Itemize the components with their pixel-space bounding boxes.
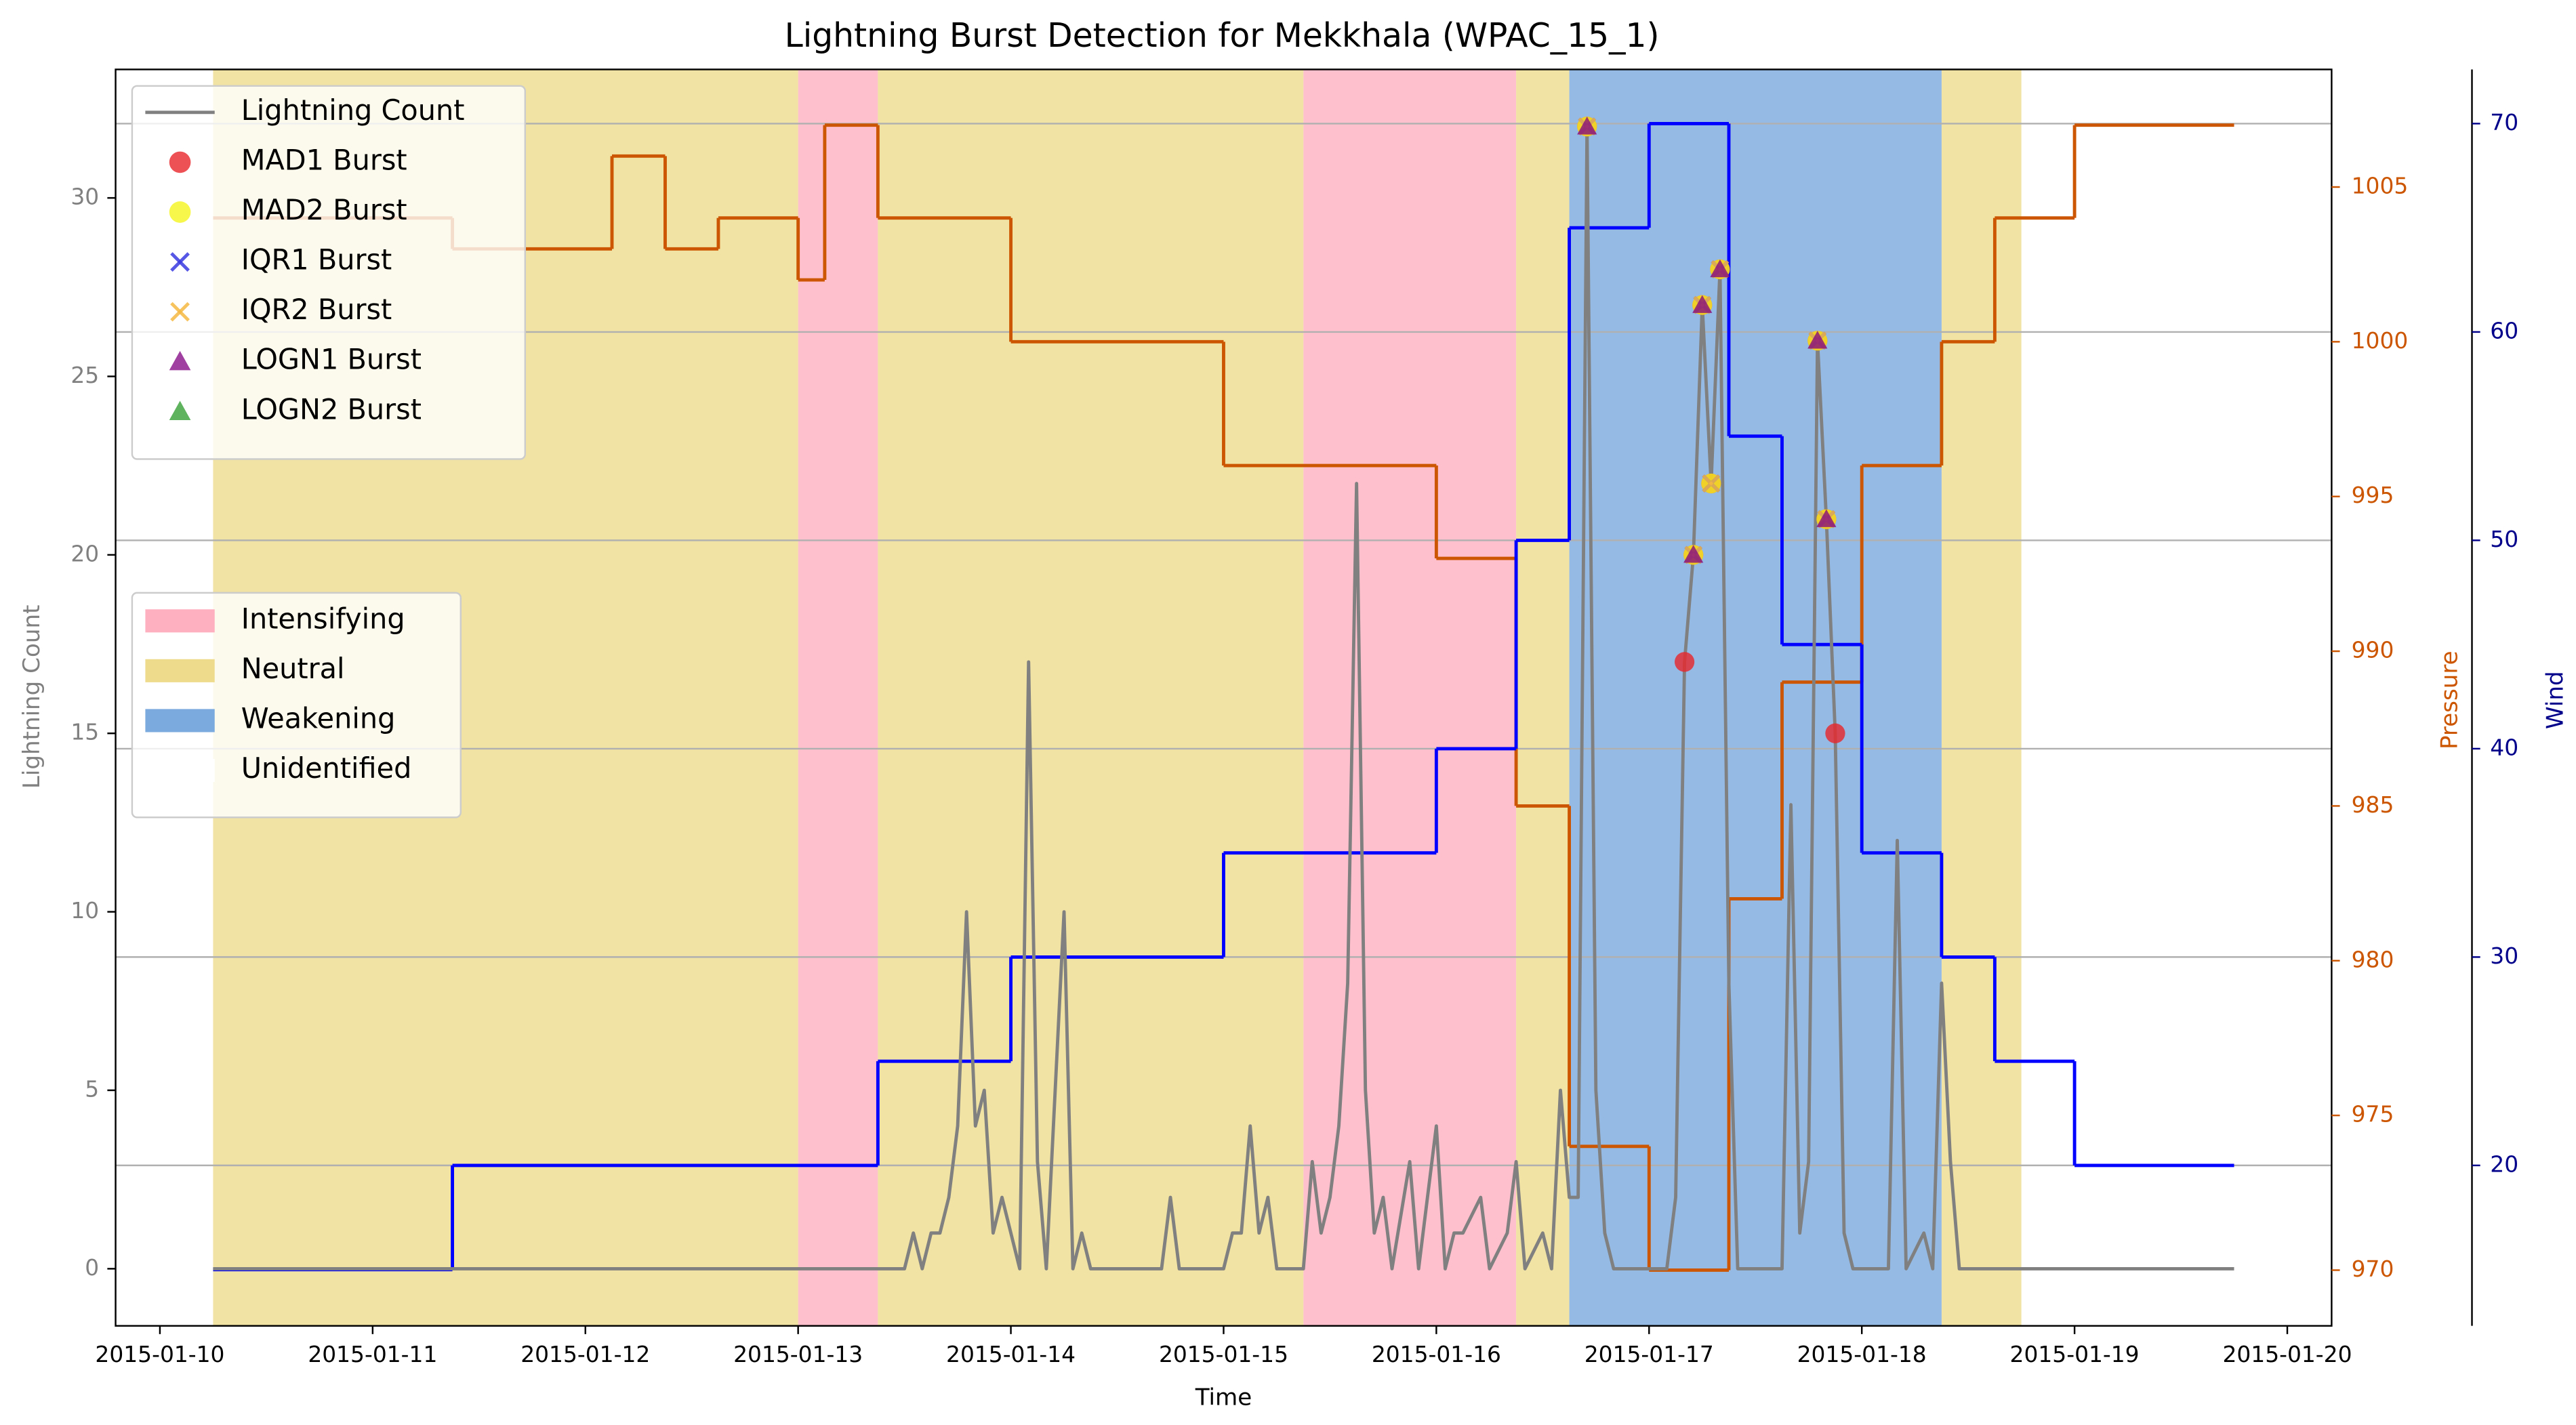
lightning-line	[213, 125, 2234, 1271]
x-tick-label: 2015-01-20	[2222, 1341, 2352, 1367]
legend-label: Unidentified	[241, 752, 412, 785]
burst-marker	[1807, 331, 1828, 349]
y3-tick-label: 40	[2490, 734, 2518, 760]
y3-tick-label: 20	[2490, 1151, 2518, 1177]
legend-label: Lightning Count	[241, 94, 465, 127]
burst-marker	[1825, 723, 1845, 743]
legend-label: Intensifying	[241, 602, 405, 635]
x-tick-label: 2015-01-16	[1372, 1341, 1501, 1367]
phase-band	[878, 69, 1304, 1326]
x-tick-label: 2015-01-14	[946, 1341, 1076, 1367]
y-axis-label: Lightning Count	[18, 605, 45, 789]
phase-band	[798, 69, 878, 1326]
legend-label: MAD1 Burst	[241, 144, 407, 176]
burst-marker	[1577, 117, 1597, 135]
marker-stroke	[1702, 474, 1721, 493]
y3-tick-label: 30	[2490, 943, 2518, 969]
y-tick-label: 10	[70, 897, 99, 924]
legend-label: LOGN1 Burst	[241, 344, 422, 376]
y-tick-label: 5	[85, 1076, 99, 1102]
y2-tick-label: 995	[2352, 482, 2394, 508]
y2-tick-label: 1005	[2352, 173, 2409, 199]
y3-tick-label: 60	[2490, 317, 2518, 344]
x-tick-label: 2015-01-17	[1585, 1341, 1714, 1367]
burst-marker	[1683, 545, 1704, 563]
legend-label: IQR2 Burst	[241, 293, 392, 326]
y-tick-label: 25	[70, 362, 99, 388]
legend: Lightning Count MAD1 Burst MAD2 Burst IQR1 …	[131, 85, 527, 460]
burst-marker	[1816, 509, 1837, 527]
phase-band	[1516, 69, 1570, 1326]
x-tick-label: 2015-01-15	[1159, 1341, 1288, 1367]
y2-tick-label: 970	[2352, 1256, 2394, 1282]
x-tick-label: 2015-01-19	[2010, 1341, 2140, 1367]
burst-marker	[169, 201, 191, 223]
phase-legend: Intensifying Neutral Weakening Unidentified	[131, 592, 462, 819]
y-tick-label: 15	[70, 719, 99, 745]
legend-label: Weakening	[241, 702, 396, 735]
x-tick-label: 2015-01-13	[733, 1341, 863, 1367]
y3-axis-label: Wind	[2541, 671, 2569, 729]
legend-swatch	[145, 609, 215, 633]
phase-bands	[213, 69, 2022, 1326]
x-tick-label: 2015-01-12	[520, 1341, 650, 1367]
burst-marker	[170, 252, 190, 272]
burst-marker	[1702, 474, 1721, 493]
burst-marker	[1674, 652, 1695, 672]
y-tick-label: 30	[70, 184, 99, 210]
burst-marker	[169, 400, 191, 420]
legend-label: LOGN2 Burst	[241, 393, 422, 426]
y2-tick-label: 985	[2352, 791, 2394, 818]
marker-stroke	[170, 302, 190, 322]
y2-axis-label: Pressure	[2436, 650, 2463, 749]
x-tick-label: 2015-01-18	[1797, 1341, 1927, 1367]
marker-stroke	[170, 252, 190, 272]
y2-tick-label: 990	[2352, 637, 2394, 663]
burst-marker	[169, 350, 191, 371]
burst-marker	[169, 151, 191, 173]
legend-label: MAD2 Burst	[241, 194, 407, 226]
burst-marker	[1692, 295, 1713, 313]
legend-swatch	[145, 659, 215, 682]
y3-tick-label: 50	[2490, 526, 2518, 552]
x-axis-label: Time	[1195, 1384, 1252, 1411]
legend-swatch	[145, 709, 215, 732]
legend-box	[131, 85, 527, 460]
y3-tick-label: 70	[2490, 109, 2518, 136]
y-tick-label: 20	[70, 540, 99, 566]
phase-band	[1569, 69, 1942, 1326]
burst-marker	[170, 302, 190, 322]
y-tick-label: 0	[85, 1254, 99, 1281]
phase-band	[1303, 69, 1517, 1326]
y2-tick-label: 1000	[2352, 327, 2409, 354]
chart-title: Lightning Burst Detection for Mekkhala (…	[785, 17, 1660, 55]
burst-marker	[1710, 259, 1730, 278]
legend-label: Neutral	[241, 653, 345, 685]
phase-band	[1941, 69, 2022, 1326]
y2-tick-label: 975	[2352, 1101, 2394, 1128]
y2-tick-label: 980	[2352, 946, 2394, 972]
legend-label: IQR1 Burst	[241, 244, 392, 276]
x-tick-label: 2015-01-11	[308, 1341, 437, 1367]
legend-swatch	[145, 758, 215, 783]
x-tick-label: 2015-01-10	[95, 1341, 224, 1367]
